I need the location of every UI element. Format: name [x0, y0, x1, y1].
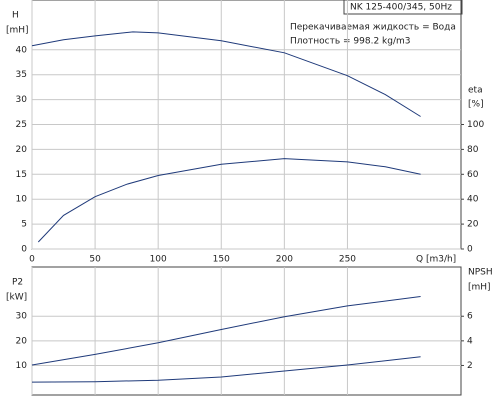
- y2-tick-label: 20: [467, 220, 479, 230]
- annotation: Перекачиваемая жидкость = Вода: [290, 23, 456, 33]
- x-tick-label: 250: [339, 255, 356, 265]
- y2-tick-label: 6: [467, 312, 473, 322]
- y-tick-label: 20: [16, 336, 28, 346]
- y2-tick-label: 4: [467, 336, 473, 346]
- curve: [31, 356, 421, 383]
- plot-frame: [31, 266, 462, 396]
- y2-axis-label: NPSH: [468, 268, 493, 278]
- y2-tick-label: 2: [467, 361, 473, 371]
- y-tick-label: 15: [16, 170, 27, 180]
- x-tick-label: 150: [213, 255, 230, 265]
- y2-tick-label: 80: [467, 145, 479, 155]
- y-tick-label: 10: [16, 361, 28, 371]
- chart-title: NK 125-400/345, 50Hz: [350, 3, 452, 13]
- curve: [31, 296, 421, 366]
- x-tick-label: 100: [150, 255, 167, 265]
- y2-axis-unit: [mH]: [468, 283, 491, 293]
- y2-tick-label: 0: [467, 245, 473, 255]
- y-tick-label: 25: [16, 120, 27, 130]
- y-axis-label: P2: [12, 278, 23, 288]
- curve: [31, 31, 421, 117]
- y2-tick-label: 40: [467, 195, 479, 205]
- y-tick-label: 5: [21, 220, 27, 230]
- y-tick-label: 30: [16, 312, 28, 322]
- y-axis-unit: [kW]: [6, 293, 27, 303]
- y-tick-label: 35: [16, 70, 27, 80]
- y-tick-label: 10: [16, 195, 28, 205]
- y-axis-unit: [mH]: [6, 26, 29, 36]
- x-tick-label: 50: [89, 255, 101, 265]
- y-axis-label: H: [12, 11, 19, 21]
- y2-axis-unit: [%]: [468, 100, 484, 110]
- curve: [37, 158, 421, 243]
- x-axis-label: Q [m3/h]: [416, 255, 456, 265]
- y-tick-label: 20: [16, 145, 28, 155]
- y2-tick-label: 100: [467, 120, 484, 130]
- y2-tick-label: 60: [467, 170, 479, 180]
- x-tick-label: 200: [276, 255, 293, 265]
- x-tick-label: 0: [29, 255, 35, 265]
- title-box: [343, 0, 463, 15]
- y-tick-label: 30: [16, 95, 28, 105]
- y2-axis-label: eta: [468, 86, 483, 96]
- y-tick-label: 40: [16, 45, 28, 55]
- annotation: Плотность = 998.2 kg/m3: [290, 37, 411, 47]
- y-tick-label: 0: [21, 245, 27, 255]
